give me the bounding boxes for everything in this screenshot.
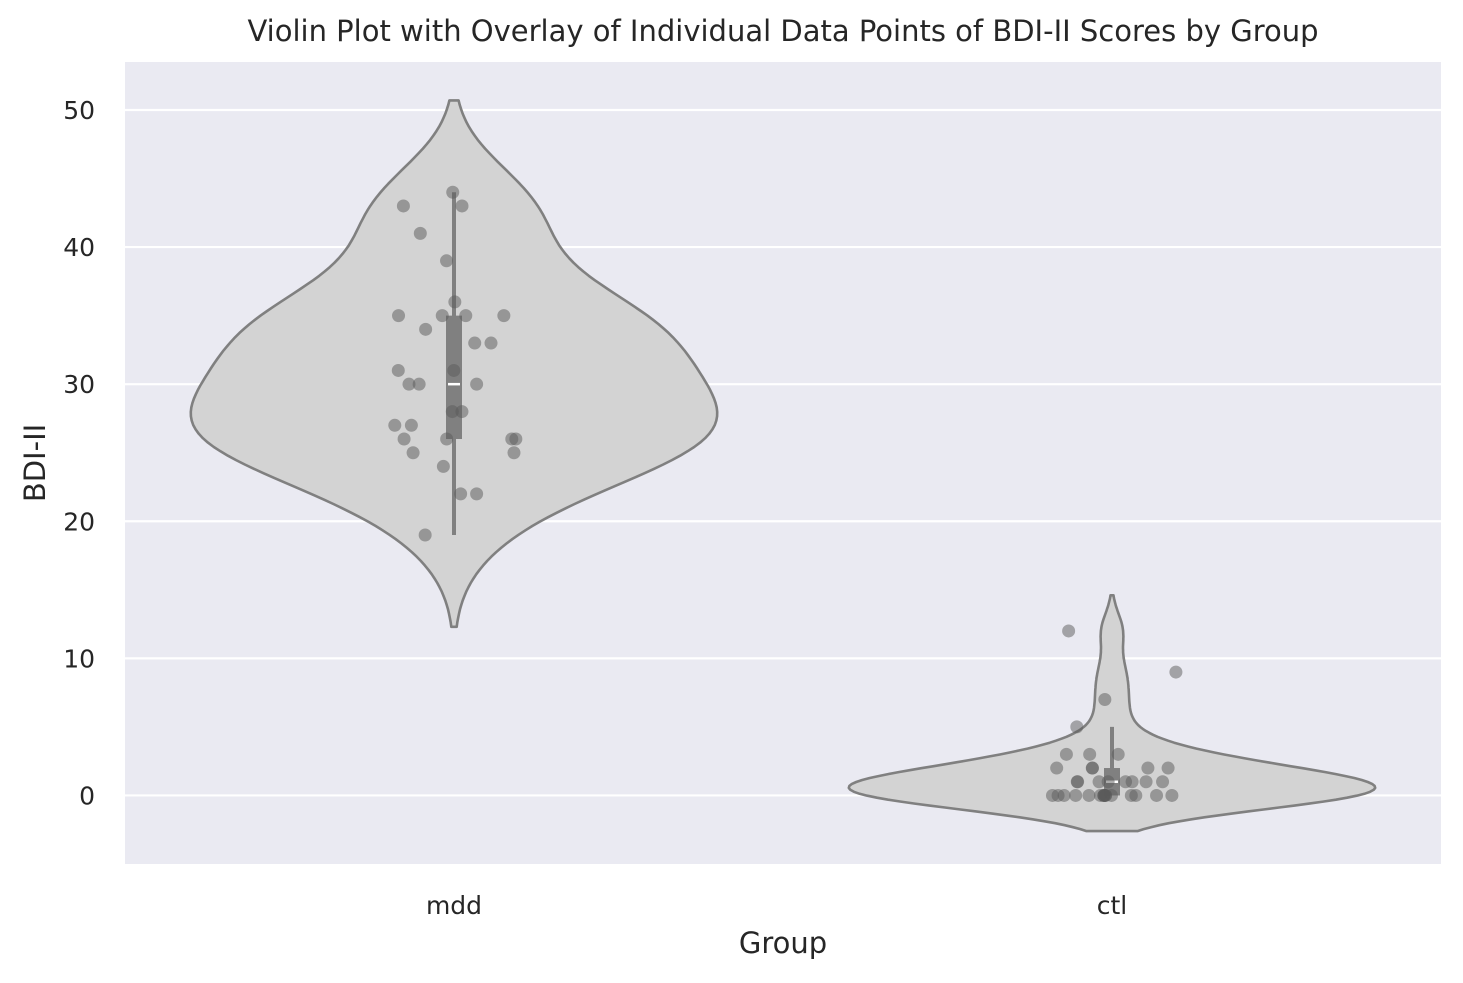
x-tick-label: mdd (426, 891, 482, 920)
data-point (1111, 747, 1125, 761)
data-point (396, 199, 410, 213)
data-point (440, 432, 454, 446)
data-point (419, 322, 433, 336)
y-tick-label: 0 (79, 781, 95, 810)
data-point (440, 254, 454, 268)
y-axis-label: BDI-II (18, 423, 52, 503)
data-point (1150, 788, 1164, 802)
violin-body (847, 594, 1377, 833)
data-point (497, 309, 511, 323)
data-point (1092, 775, 1106, 789)
data-point (418, 528, 432, 542)
data-point (388, 418, 402, 432)
data-point (1070, 720, 1084, 734)
data-point (1083, 747, 1097, 761)
data-point (406, 446, 420, 460)
data-point (507, 446, 521, 460)
x-tick-label: ctl (1097, 891, 1128, 920)
data-point (448, 295, 462, 309)
data-point (447, 363, 461, 377)
data-point (509, 432, 523, 446)
data-point (435, 309, 449, 323)
data-point (412, 377, 426, 391)
data-point (1156, 775, 1170, 789)
data-point (454, 487, 468, 501)
data-point (1059, 747, 1073, 761)
y-tick-label: 30 (63, 370, 95, 399)
chart-title: Violin Plot with Overlay of Individual D… (247, 14, 1319, 48)
data-point (470, 487, 484, 501)
data-point (1097, 788, 1111, 802)
data-point (1124, 788, 1138, 802)
y-tick-label: 10 (63, 644, 95, 673)
data-point (1070, 775, 1084, 789)
y-tick-label: 20 (63, 507, 95, 536)
data-point (1101, 775, 1115, 789)
data-point (397, 432, 411, 446)
data-point (1125, 775, 1139, 789)
data-point (413, 226, 427, 240)
iqr-box (446, 315, 462, 440)
data-point (455, 199, 469, 213)
data-point (445, 405, 459, 419)
data-point (1062, 624, 1076, 638)
data-point (1085, 761, 1099, 775)
data-point (459, 309, 473, 323)
y-tick-label: 50 (63, 96, 95, 125)
data-point (1165, 788, 1179, 802)
data-point (1098, 692, 1112, 706)
data-point (455, 405, 469, 419)
data-point (1082, 788, 1096, 802)
data-point (468, 336, 482, 350)
data-point (1161, 761, 1175, 775)
data-point (392, 309, 406, 323)
data-point (446, 185, 460, 199)
data-point (1050, 761, 1064, 775)
data-point (484, 336, 498, 350)
data-point (436, 459, 450, 473)
data-point (404, 418, 418, 432)
data-point (391, 363, 405, 377)
y-tick-label: 40 (63, 233, 95, 262)
data-point (1069, 788, 1083, 802)
data-point (1141, 761, 1155, 775)
data-point (470, 377, 484, 391)
data-point (402, 377, 416, 391)
data-point (1045, 788, 1059, 802)
x-axis-label: Group (738, 926, 828, 960)
data-point (1169, 665, 1183, 679)
data-point (1139, 775, 1153, 789)
